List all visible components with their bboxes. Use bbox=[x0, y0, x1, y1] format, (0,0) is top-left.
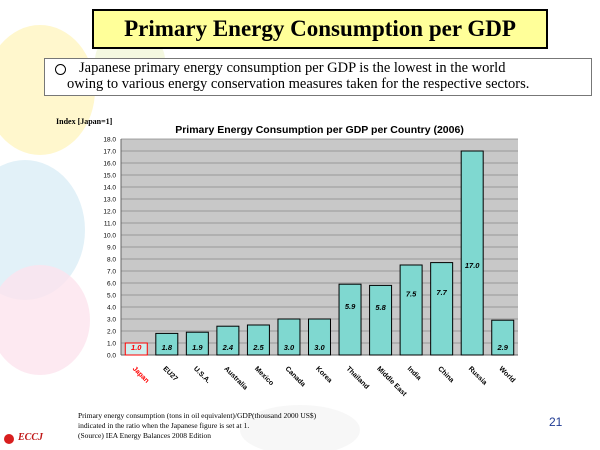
y-tick-label: 18.0 bbox=[103, 137, 116, 144]
bubble-decoration bbox=[0, 265, 90, 375]
data-label: 5.9 bbox=[345, 302, 356, 311]
bullet-circle-icon bbox=[55, 64, 66, 75]
footnote: Primary energy consumption (tons in oil … bbox=[78, 411, 316, 441]
y-tick-label: 16.0 bbox=[103, 161, 116, 168]
bar-russia bbox=[460, 150, 484, 356]
data-label: 1.8 bbox=[162, 343, 173, 352]
x-tick-label: Middle East bbox=[375, 365, 408, 398]
data-label: 2.4 bbox=[222, 343, 234, 352]
x-tick-label: U.S.A. bbox=[192, 365, 212, 385]
bar-india bbox=[399, 264, 423, 356]
y-axis-label: Index [Japan=1] bbox=[56, 117, 113, 126]
bar-china bbox=[430, 262, 454, 356]
data-label: 2.9 bbox=[497, 343, 509, 352]
y-tick-label: 8.0 bbox=[107, 257, 116, 264]
y-tick-label: 1.0 bbox=[107, 341, 116, 348]
bubble-decoration bbox=[240, 405, 360, 450]
y-tick-label: 6.0 bbox=[107, 281, 116, 288]
y-tick-label: 9.0 bbox=[107, 245, 116, 252]
data-label: 5.8 bbox=[375, 303, 386, 312]
note-text: Japanese primary energy consumption per … bbox=[67, 60, 585, 92]
y-tick-label: 13.0 bbox=[103, 197, 116, 204]
bar-world bbox=[491, 319, 515, 356]
y-tick-label: 3.0 bbox=[107, 317, 116, 324]
data-label: 2.5 bbox=[252, 343, 264, 352]
eccj-logo: ECCJ bbox=[4, 431, 74, 447]
chart-title: Primary Energy Consumption per GDP per C… bbox=[175, 124, 464, 136]
x-tick-label: Thailand bbox=[345, 365, 370, 390]
data-label: 3.0 bbox=[284, 343, 295, 352]
x-tick-label: India bbox=[406, 365, 423, 382]
footnote-line-3: (Source) IEA Energy Balances 2008 Editio… bbox=[78, 431, 211, 440]
x-tick-label: Mexico bbox=[253, 365, 275, 387]
x-tick-label: Japan bbox=[131, 365, 150, 384]
note-box: Japanese primary energy consumption per … bbox=[44, 58, 592, 96]
bar-australia bbox=[216, 325, 240, 356]
x-tick-label: World bbox=[497, 365, 516, 384]
x-tick-label: China bbox=[436, 365, 455, 384]
note-line-1: Japanese primary energy consumption per … bbox=[79, 60, 506, 76]
bar-mexico bbox=[246, 324, 270, 356]
logo-mark-icon bbox=[4, 434, 14, 444]
y-tick-label: 0.0 bbox=[107, 353, 116, 360]
x-tick-label: Korea bbox=[314, 365, 333, 384]
logo-text: ECCJ bbox=[18, 432, 44, 443]
bubble-decoration bbox=[0, 160, 85, 300]
data-label: 1.0 bbox=[131, 343, 142, 352]
y-tick-label: 7.0 bbox=[107, 269, 116, 276]
footnote-line-2: indicated in the ratio when the Japanese… bbox=[78, 421, 250, 430]
y-tick-label: 5.0 bbox=[107, 293, 116, 300]
x-tick-label: EU27 bbox=[161, 365, 178, 382]
x-tick-label: Canada bbox=[284, 365, 307, 388]
data-label: 3.0 bbox=[314, 343, 325, 352]
data-label: 7.5 bbox=[406, 290, 417, 299]
x-tick-label: Australia bbox=[222, 365, 248, 391]
footnote-line-1: Primary energy consumption (tons in oil … bbox=[78, 411, 317, 420]
bar-eu27 bbox=[155, 332, 179, 356]
bar-u-s-a- bbox=[185, 331, 209, 356]
y-tick-label: 15.0 bbox=[103, 173, 116, 180]
y-tick-label: 10.0 bbox=[103, 233, 116, 240]
bar-japan bbox=[124, 342, 148, 356]
bar-canada bbox=[277, 318, 301, 356]
y-tick-label: 12.0 bbox=[103, 209, 116, 216]
data-label: 1.9 bbox=[192, 343, 203, 352]
data-label: 7.7 bbox=[436, 288, 447, 297]
bar-thailand bbox=[338, 283, 362, 356]
y-tick-label: 14.0 bbox=[103, 185, 116, 192]
bar-korea bbox=[308, 318, 331, 356]
data-label: 17.0 bbox=[465, 261, 480, 270]
y-tick-label: 4.0 bbox=[107, 305, 116, 312]
y-tick-label: 2.0 bbox=[107, 329, 116, 336]
slide-title: Primary Energy Consumption per GDP bbox=[92, 9, 548, 49]
y-tick-label: 11.0 bbox=[104, 221, 117, 228]
bar-middle-east bbox=[369, 284, 393, 356]
x-tick-label: Russia bbox=[467, 365, 488, 386]
y-tick-label: 17.0 bbox=[103, 149, 116, 156]
page-number: 21 bbox=[549, 415, 563, 429]
note-line-2: owing to various energy conservation mea… bbox=[67, 76, 530, 92]
